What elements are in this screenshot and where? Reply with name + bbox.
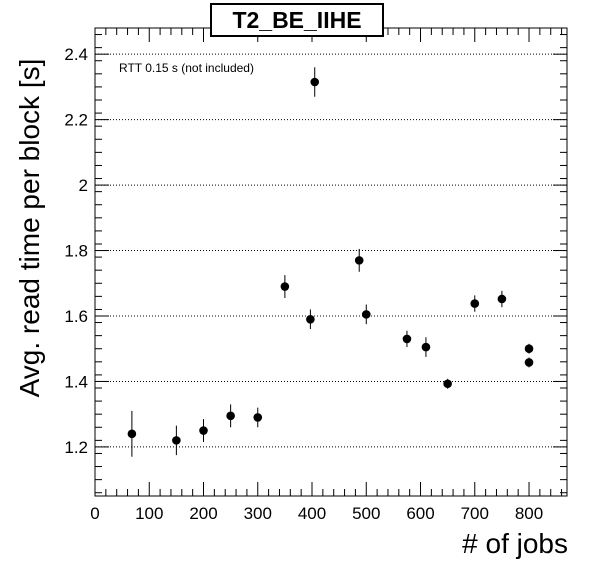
- data-point: [524, 344, 534, 354]
- data-point: [402, 334, 412, 344]
- axis-ticks: [94, 28, 567, 496]
- data-point: [310, 77, 320, 87]
- y-tick-label: 2.2: [64, 111, 88, 130]
- data-point: [497, 294, 507, 304]
- chart-title: T2_BE_IIHE: [210, 3, 384, 37]
- x-tick-label: 700: [461, 504, 489, 523]
- x-tick-label: 500: [352, 504, 380, 523]
- y-tick-label: 2.4: [64, 45, 88, 64]
- data-point: [172, 436, 181, 445]
- grid-lines: [95, 53, 567, 448]
- data-point: [354, 256, 364, 265]
- data-point: [199, 426, 208, 435]
- y-tick-label: 1.8: [64, 242, 88, 261]
- data-point: [253, 413, 263, 422]
- data-point: [306, 314, 315, 324]
- x-tick-label: 200: [189, 504, 217, 523]
- data-point: [127, 429, 137, 439]
- x-axis-label: # of jobs: [462, 528, 568, 559]
- x-tick-label: 100: [135, 504, 163, 523]
- x-tick-label: 0: [90, 504, 99, 523]
- tick-labels: 1.2 1.4 1.6 1.8 2 2.2 2.4 0 100 200 300 400 500 600 70…: [64, 45, 543, 523]
- data-point: [226, 411, 235, 421]
- data-point: [443, 379, 452, 389]
- y-tick-label: 1.2: [64, 438, 88, 457]
- x-tick-label: 400: [298, 504, 326, 523]
- y-tick-label: 2: [79, 176, 88, 195]
- data-point: [421, 342, 431, 352]
- x-tick-label: 800: [515, 504, 543, 523]
- x-tick-label: 300: [244, 504, 272, 523]
- y-axis-label: Avg. read time per block [s]: [14, 58, 45, 398]
- chart-annotation: RTT 0.15 s (not included): [119, 61, 254, 75]
- y-tick-label: 1.6: [64, 307, 88, 326]
- x-tick-label: 600: [406, 504, 434, 523]
- data-point: [470, 299, 480, 308]
- plot-frame: [94, 27, 568, 497]
- data-point: [361, 310, 371, 319]
- data-point: [524, 358, 534, 367]
- data-point: [280, 282, 290, 291]
- data-points: [127, 67, 534, 457]
- y-tick-label: 1.4: [64, 372, 88, 391]
